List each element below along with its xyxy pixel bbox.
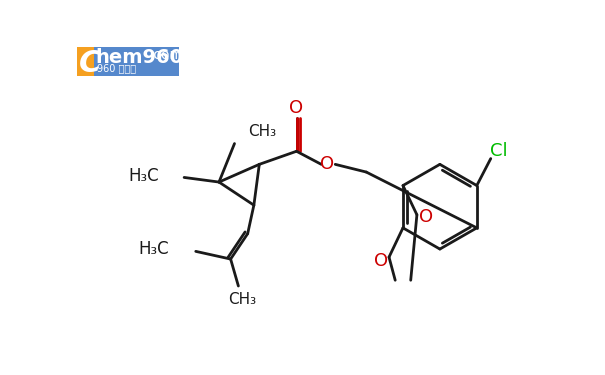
Text: H₃C: H₃C: [129, 167, 159, 185]
Text: O: O: [321, 155, 335, 173]
Text: O: O: [374, 252, 388, 270]
Text: 960 化工网: 960 化工网: [97, 63, 137, 74]
Text: CH₃: CH₃: [228, 292, 257, 307]
Text: hem960: hem960: [96, 48, 184, 67]
Text: .com: .com: [149, 48, 183, 62]
FancyBboxPatch shape: [94, 46, 180, 76]
Text: H₃C: H₃C: [138, 240, 169, 258]
Text: C: C: [79, 49, 101, 78]
FancyBboxPatch shape: [77, 46, 94, 76]
Text: O: O: [289, 99, 304, 117]
Text: Cl: Cl: [489, 142, 508, 160]
Text: CH₃: CH₃: [247, 124, 276, 139]
Text: O: O: [419, 208, 433, 226]
